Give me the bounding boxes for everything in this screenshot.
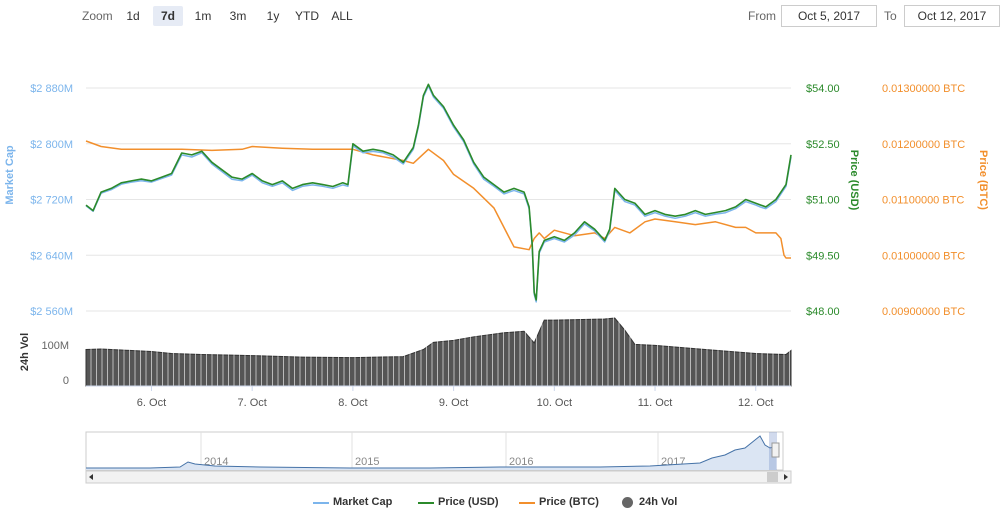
navigator: 2014 2015 2016 2017 [85, 431, 792, 484]
price-usd-line [85, 83, 792, 301]
price-usd-tick-label: $51.00 [806, 195, 840, 207]
scrollbar-thumb [767, 472, 778, 482]
navigator-line [86, 435, 777, 469]
price-btc-tick-label: 0.01300000 BTC [882, 83, 965, 95]
navigator-area [86, 436, 776, 470]
legend-item-price-usd[interactable]: Price (USD) [438, 496, 499, 508]
zoom-button-1m[interactable]: 1m [194, 9, 212, 23]
zoom-button-1y[interactable]: 1y [266, 9, 280, 23]
price-btc-tick-label: 0.00900000 BTC [882, 306, 965, 318]
chart-axes: $2 880M $2 800M $2 720M $2 640M $2 560M Marke… [4, 83, 989, 409]
navigator-year-label: 2014 [204, 456, 228, 468]
x-tick-label: 10. Oct [537, 397, 572, 409]
price-btc-line [85, 140, 791, 259]
price-btc-axis-title: Price (BTC) [977, 150, 989, 210]
zoom-button-all[interactable]: ALL [331, 9, 353, 23]
price-usd-tick-label: $52.50 [806, 139, 840, 151]
legend-swatch-price-btc [519, 502, 535, 504]
legend-swatch-volume [622, 497, 633, 508]
price-btc-tick-label: 0.01200000 BTC [882, 139, 965, 151]
navigator-year-label: 2016 [509, 456, 533, 468]
market-cap-tick-label: $2 720M [30, 195, 73, 207]
x-tick-label: 12. Oct [738, 397, 773, 409]
price-usd-tick-label: $48.00 [806, 306, 840, 318]
x-tick-label: 9. Oct [439, 397, 468, 409]
scrollbar-track [85, 470, 792, 484]
scroll-left-arrow-icon [89, 474, 93, 480]
chart-gridlines [86, 87, 791, 312]
navigator-year-label: 2015 [355, 456, 379, 468]
x-tick-label: 8. Oct [338, 397, 367, 409]
price-btc-tick-label: 0.01000000 BTC [882, 250, 965, 262]
zoom-button-1d[interactable]: 1d [126, 9, 140, 23]
legend-item-market-cap[interactable]: Market Cap [333, 496, 393, 508]
range-selector-toolbar: Zoom 1d 7d 1m 3m 1y YTD ALL From Oct 5, … [0, 0, 1000, 32]
price-usd-tick-label: $49.50 [806, 250, 840, 262]
from-date-input[interactable]: Oct 5, 2017 [781, 5, 877, 27]
market-cap-tick-label: $2 880M [30, 83, 73, 95]
legend-item-volume[interactable]: 24h Vol [639, 496, 678, 508]
volume-area [85, 315, 792, 387]
scroll-right-arrow-icon [784, 474, 788, 480]
price-btc-tick-label: 0.01100000 BTC [882, 195, 964, 207]
zoom-button-ytd[interactable]: YTD [295, 9, 319, 23]
navigator-handle [771, 442, 780, 458]
zoom-button-7d[interactable]: 7d [153, 6, 183, 26]
market-cap-axis-title: Market Cap [4, 145, 16, 205]
volume-area-path [85, 317, 792, 387]
price-usd-tick-label: $54.00 [806, 83, 840, 95]
navigator-frame [85, 431, 784, 471]
x-tick-label: 6. Oct [137, 397, 166, 409]
market-cap-tick-label: $2 800M [30, 139, 73, 151]
market-cap-tick-label: $2 640M [30, 250, 73, 262]
volume-tick-label: 100M [41, 340, 69, 352]
zoom-label: Zoom [82, 9, 113, 23]
volume-tick-label: 0 [63, 375, 69, 387]
price-usd-axis-title: Price (USD) [848, 150, 860, 211]
series-lines [85, 83, 792, 303]
x-tick-label: 11. Oct [638, 397, 673, 409]
legend-item-price-btc[interactable]: Price (BTC) [539, 496, 599, 508]
volume-axis-title: 24h Vol [19, 333, 31, 371]
market-cap-tick-label: $2 560M [30, 306, 73, 318]
legend-swatch-price-usd [418, 502, 434, 504]
from-label: From [748, 9, 776, 23]
market-cap-line [85, 85, 792, 303]
to-label: To [884, 9, 897, 23]
chart-legend: Market Cap Price (USD) Price (BTC) 24h V… [0, 494, 1000, 514]
x-tick-label: 7. Oct [238, 397, 267, 409]
legend-swatch-market-cap [313, 502, 329, 504]
zoom-button-3m[interactable]: 3m [229, 9, 247, 23]
to-date-input[interactable]: Oct 12, 2017 [904, 5, 1000, 27]
price-chart[interactable]: $2 880M $2 800M $2 720M $2 640M $2 560M Marke… [0, 0, 1000, 494]
